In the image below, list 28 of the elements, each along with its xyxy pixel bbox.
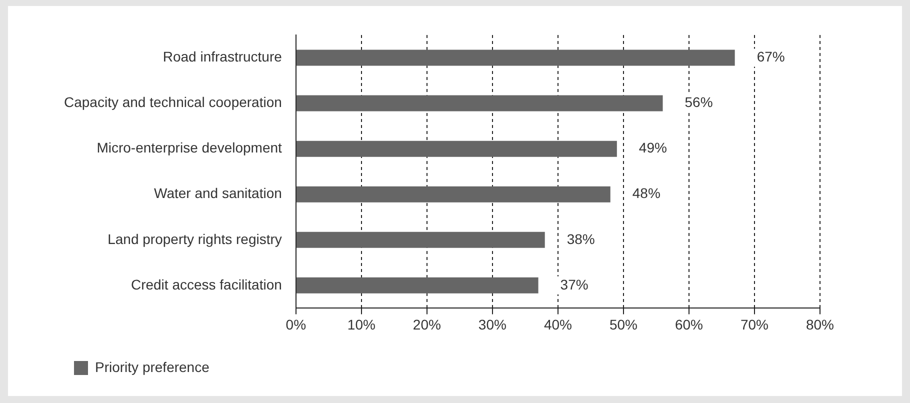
x-tick-label: 20% <box>412 316 441 332</box>
y-tick-label: Credit access facilitation <box>130 276 282 292</box>
x-tick-label: 10% <box>347 316 376 332</box>
bar <box>296 232 545 248</box>
bar <box>296 50 735 66</box>
x-tick-label: 40% <box>544 316 572 332</box>
data-label: 56% <box>684 94 713 110</box>
x-tick-label: 30% <box>478 316 506 332</box>
x-tick-label: 70% <box>740 316 769 332</box>
data-label: 49% <box>638 140 667 156</box>
bar <box>296 95 663 112</box>
data-label: 38% <box>566 230 595 247</box>
bar <box>296 140 617 157</box>
x-tick-label: 0% <box>286 316 306 332</box>
bar <box>296 277 538 294</box>
y-tick-label: Road infrastructure <box>162 48 282 65</box>
x-tick-label: 60% <box>674 316 703 332</box>
bar <box>296 186 610 202</box>
legend-label: Priority preference <box>95 358 210 375</box>
y-tick-label: Water and sanitation <box>154 185 282 202</box>
data-label: 48% <box>632 185 660 202</box>
data-label: 67% <box>756 48 785 65</box>
x-tick-label: 50% <box>609 316 638 332</box>
y-tick-label: Capacity and technical cooperation <box>64 94 282 110</box>
x-tick-label: 80% <box>806 316 834 332</box>
data-label: 37% <box>560 276 588 292</box>
y-tick-label: Micro-enterprise development <box>96 140 282 156</box>
y-tick-label: Land property rights registry <box>108 230 282 247</box>
